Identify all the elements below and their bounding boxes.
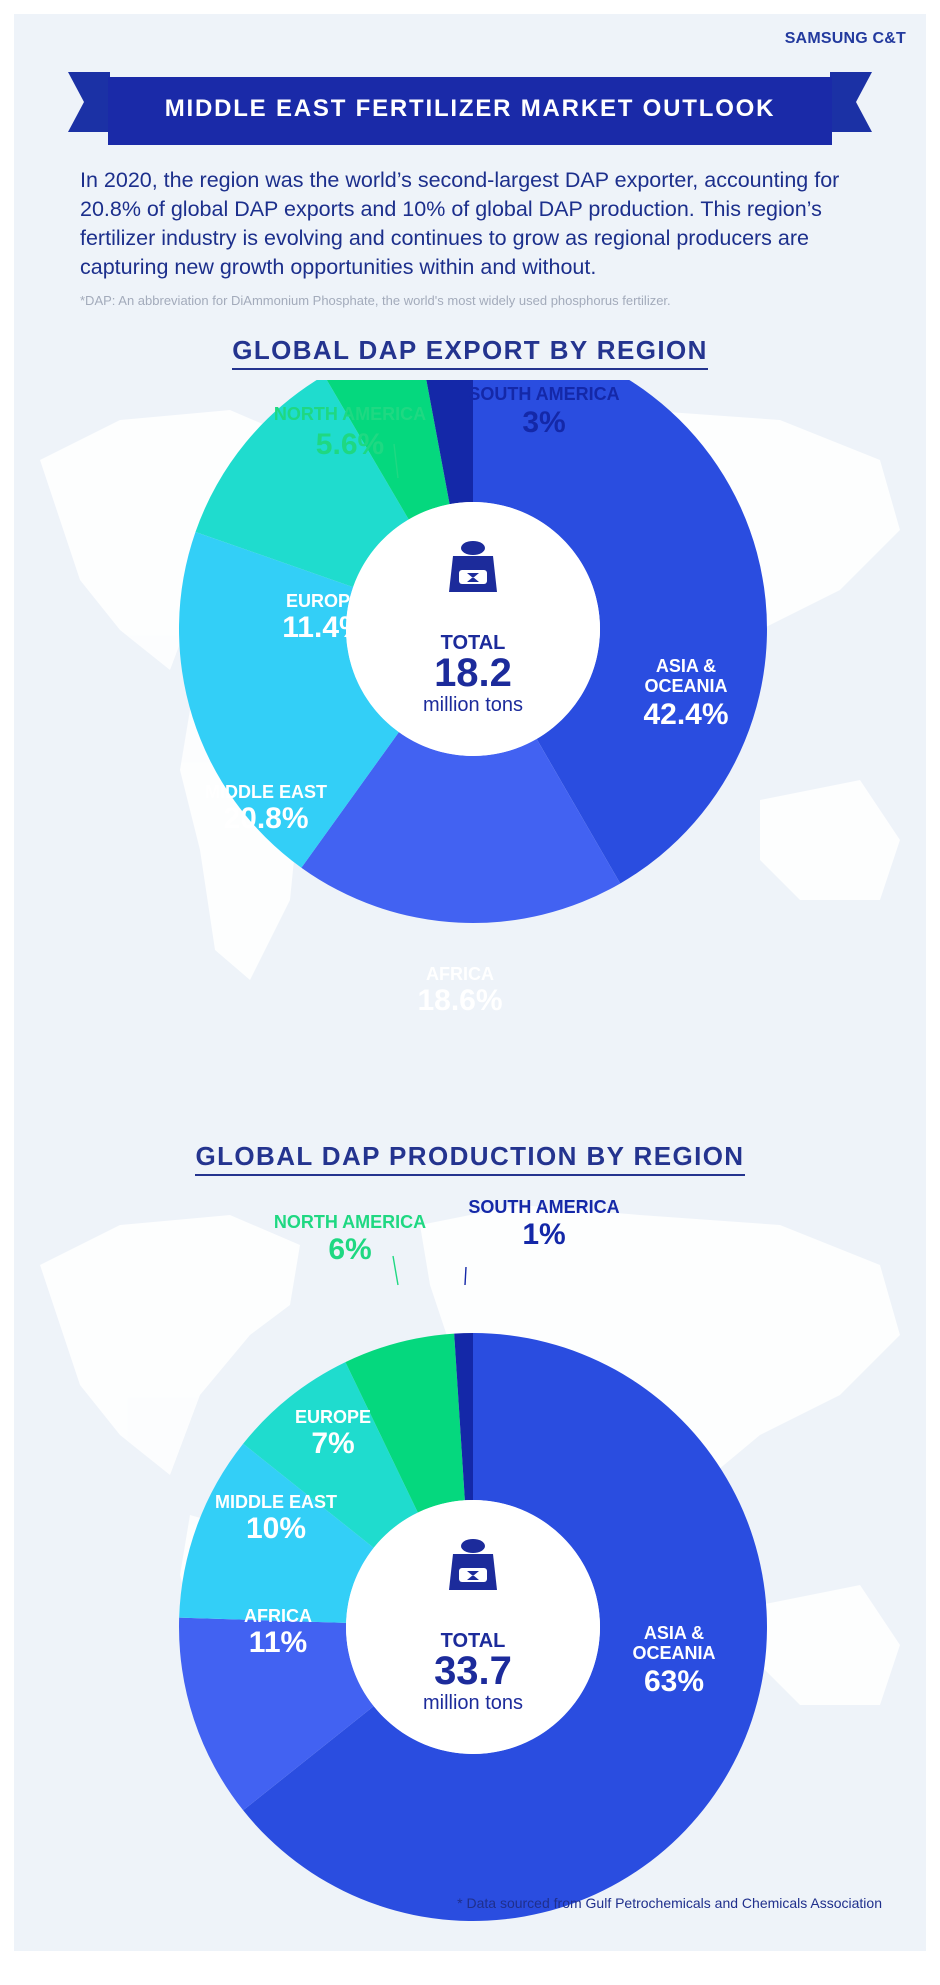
center-total-value: 33.7 — [434, 1649, 512, 1693]
slice-value-middle-east: 10% — [246, 1512, 306, 1545]
slice-label-africa: AFRICA — [244, 1606, 312, 1626]
slice-label-europe: EUROPE — [295, 1407, 371, 1427]
slice-value-asia-oceania: 42.4% — [643, 698, 728, 731]
slice-south-america — [454, 1333, 473, 1501]
slice-africa — [301, 732, 621, 923]
center-total-unit: million tons — [423, 694, 523, 716]
donut-center — [346, 502, 600, 756]
slice-middle-east — [179, 1443, 374, 1623]
fertilizer-bag-icon — [449, 541, 497, 592]
slice-label-europe: EUROPE — [286, 591, 362, 611]
slice-label-asia-oceania: ASIA & — [644, 1623, 704, 1643]
slice-value-europe: 11.4% — [282, 611, 365, 644]
intro-paragraph: In 2020, the region was the world’s seco… — [80, 168, 840, 279]
slice-south-america — [426, 380, 473, 505]
map-landmass-0 — [40, 1215, 300, 1475]
slice-label-north-america: NORTH AMERICA — [274, 1212, 426, 1232]
slice-europe — [195, 380, 409, 588]
export-chart-title: GLOBAL DAP EXPORT BY REGION — [0, 335, 940, 370]
slice-label-asia-oceania: ASIA & — [656, 656, 716, 676]
slice-north-america — [345, 1333, 465, 1513]
center-total-label: TOTAL — [441, 1630, 506, 1652]
slice-value-africa: 11% — [249, 1626, 307, 1659]
slice-value-europe: 7% — [311, 1427, 354, 1460]
slice-value-asia-oceania: 63% — [644, 1665, 704, 1698]
slice-value-north-america: 6% — [328, 1233, 371, 1266]
slice-north-america — [326, 380, 450, 520]
slice-value-south-america: 1% — [522, 1218, 565, 1251]
slice-label-asia-oceania: OCEANIA — [644, 676, 727, 696]
slice-value-south-america: 3% — [522, 406, 565, 439]
dap-footnote: *DAP: An abbreviation for DiAmmonium Pho… — [80, 293, 671, 308]
slice-label-asia-oceania: OCEANIA — [632, 1643, 715, 1663]
slice-label-middle-east: MIDDLE EAST — [205, 782, 327, 802]
center-total-label: TOTAL — [441, 632, 506, 654]
center-total-unit: million tons — [423, 1692, 523, 1714]
title-ribbon — [68, 72, 872, 145]
data-source: * Data sourced from Gulf Petrochemicals … — [457, 1895, 882, 1911]
slice-value-middle-east: 20.8% — [223, 802, 308, 835]
donut-center — [346, 1500, 600, 1754]
slice-value-africa: 18.6% — [417, 984, 502, 1017]
slice-label-north-america: NORTH AMERICA — [274, 404, 426, 424]
slice-asia-oceania — [243, 1333, 767, 1921]
slice-label-africa: AFRICA — [426, 964, 494, 984]
brand-logo: SAMSUNG C&T — [784, 30, 906, 47]
slice-label-middle-east: MIDDLE EAST — [215, 1492, 337, 1512]
center-total-value: 18.2 — [434, 651, 512, 695]
leader-line — [392, 1255, 399, 1286]
slice-value-north-america: 5.6% — [316, 428, 384, 461]
map-landmass-4 — [760, 1585, 900, 1705]
slice-africa — [179, 1617, 374, 1811]
slice-middle-east — [179, 531, 399, 868]
slice-asia-oceania — [473, 380, 767, 884]
leader-line — [464, 1266, 467, 1286]
slice-label-south-america: SOUTH AMERICA — [468, 1197, 619, 1217]
leader-line — [393, 443, 399, 479]
slice-label-south-america: SOUTH AMERICA — [468, 384, 619, 404]
fertilizer-bag-icon — [449, 1539, 497, 1590]
map-landmass-2 — [420, 1205, 900, 1485]
slice-europe — [243, 1362, 418, 1548]
production-chart-title: GLOBAL DAP PRODUCTION BY REGION — [0, 1141, 940, 1176]
page-title: MIDDLE EAST FERTILIZER MARKET OUTLOOK — [164, 95, 776, 122]
map-landmass-4 — [760, 780, 900, 900]
